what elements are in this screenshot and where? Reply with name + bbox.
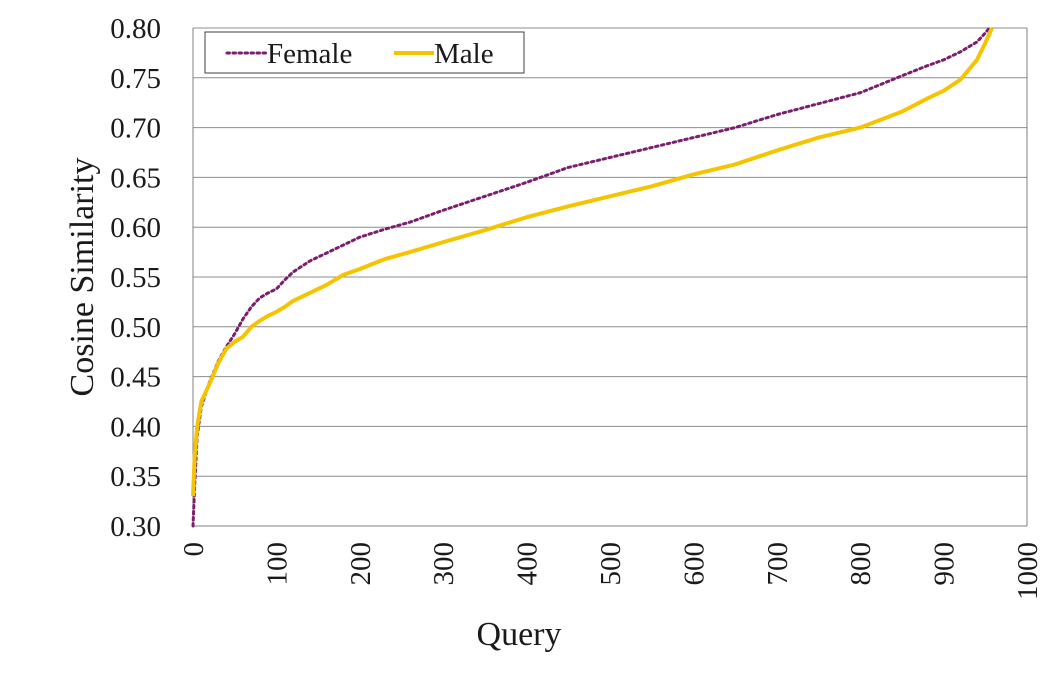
x-tick-label: 800	[845, 542, 877, 586]
y-tick-label: 0.80	[110, 13, 161, 45]
x-tick-label: 100	[261, 542, 293, 586]
grid-lines	[193, 27, 1027, 477]
y-tick-labels: 0.30 0.35 0.40 0.45 0.50 0.55 0.60 0.65 0.70 0.75…	[110, 13, 161, 543]
x-tick-label: 900	[929, 542, 961, 586]
x-axis-title: Query	[477, 616, 562, 653]
y-tick-label: 0.50	[110, 312, 161, 344]
series-line-male	[191, 27, 994, 497]
legend: Female Male	[204, 31, 525, 74]
y-tick-label: 0.40	[110, 411, 161, 443]
y-tick-label: 0.75	[110, 63, 161, 95]
x-tick-label: 300	[428, 542, 460, 586]
x-tick-label: 0	[178, 542, 210, 557]
x-tick-label: 1000	[1012, 542, 1044, 600]
x-tick-labels: 0 100 200 300 400 500 600 700 800 900 1000	[178, 542, 1044, 600]
legend-label-female: Female	[267, 38, 352, 70]
x-tick-label: 200	[345, 542, 377, 586]
x-tick-label: 700	[762, 542, 794, 586]
y-axis-title: Cosine Similarity	[64, 158, 101, 397]
y-tick-label: 0.30	[110, 511, 161, 543]
y-tick-label: 0.45	[110, 362, 161, 394]
y-tick-label: 0.35	[110, 461, 161, 493]
y-tick-label: 0.70	[110, 113, 161, 145]
y-tick-label: 0.60	[110, 212, 161, 244]
series-line-female	[191, 26, 991, 528]
x-tick-label: 500	[595, 542, 627, 586]
x-tick-label: 600	[678, 542, 710, 586]
series-layer	[191, 26, 994, 528]
x-tick-label: 400	[512, 542, 544, 586]
legend-label-male: Male	[434, 38, 494, 70]
y-tick-label: 0.65	[110, 162, 161, 194]
y-tick-label: 0.55	[110, 262, 161, 294]
